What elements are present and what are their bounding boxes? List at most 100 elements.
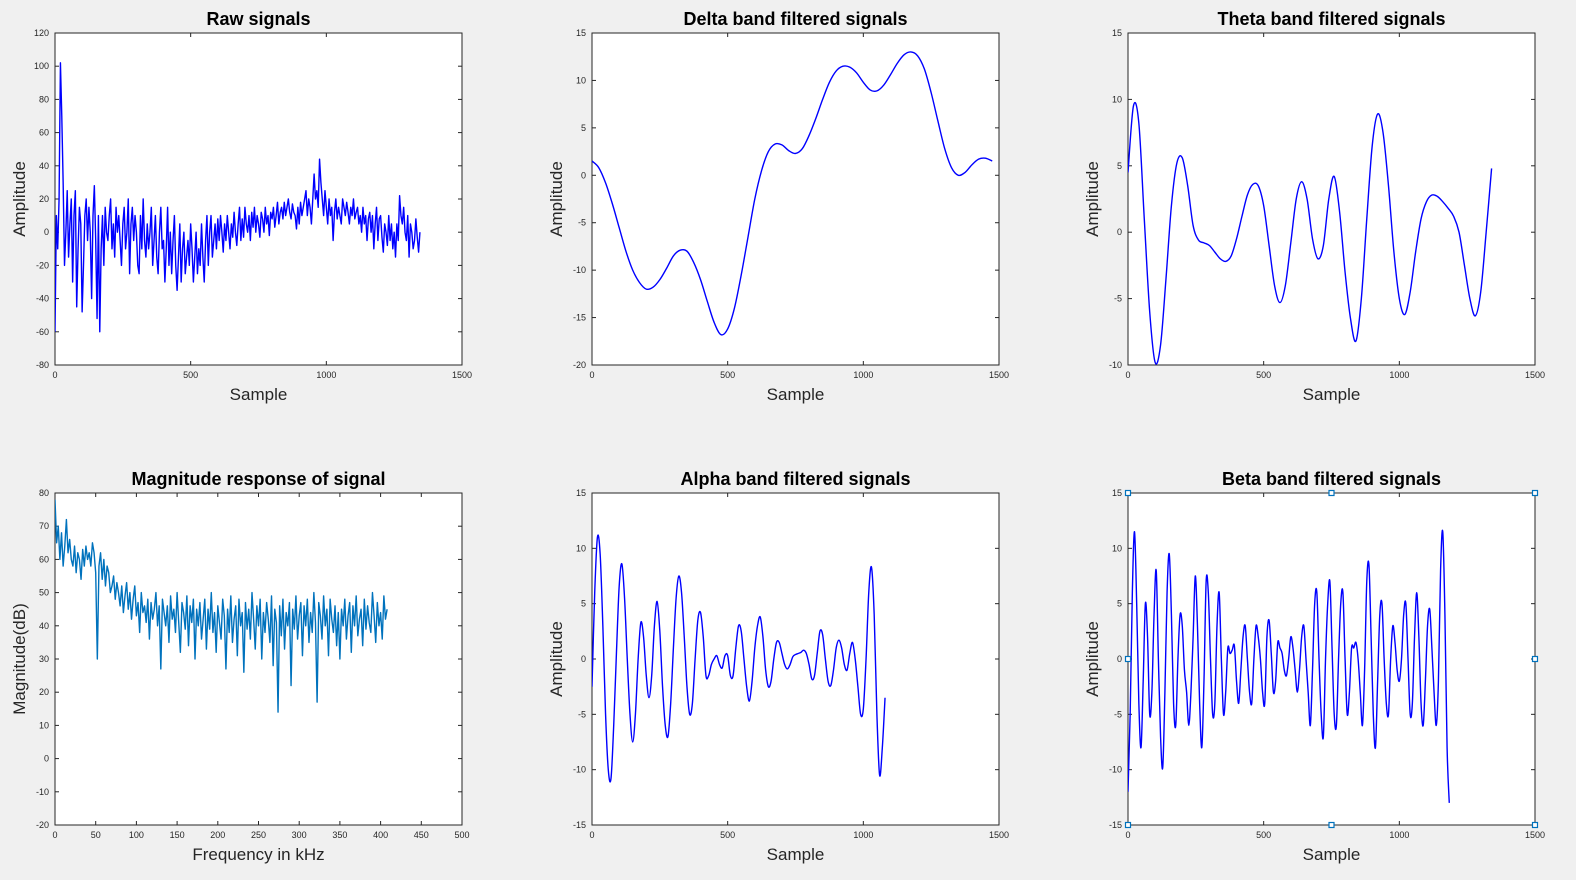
y-tick-label: -20 (36, 820, 49, 830)
chart-title: Alpha band filtered signals (680, 469, 910, 489)
x-tick-label: 1500 (452, 370, 472, 380)
y-tick-label: -5 (578, 218, 586, 228)
plot-area (1127, 492, 1536, 826)
selection-handle[interactable] (1328, 489, 1335, 497)
y-tick-label: 5 (1117, 599, 1122, 609)
selection-handle[interactable] (1531, 489, 1539, 497)
x-tick-label: 0 (589, 370, 594, 380)
selection-handle[interactable] (1531, 655, 1539, 663)
plot-area (591, 32, 1000, 366)
selection-handle[interactable] (1124, 489, 1132, 497)
x-tick-label: 1500 (1525, 370, 1545, 380)
y-tick-label: -80 (36, 360, 49, 370)
y-tick-label: 15 (576, 488, 586, 498)
x-tick-label: 1500 (1525, 830, 1545, 840)
y-tick-label: 120 (34, 28, 49, 38)
y-tick-label: -20 (36, 260, 49, 270)
plot-area (1127, 32, 1536, 366)
y-tick-label: -5 (1114, 294, 1122, 304)
y-tick-label: 0 (1117, 227, 1122, 237)
y-tick-label: 30 (39, 654, 49, 664)
x-tick-label: 1000 (1389, 370, 1409, 380)
x-tick-label: 0 (52, 830, 57, 840)
axes-alpha: 0 500 1000 1500 -15 -10 -5 0 5 10 15 Alpha band fil… (547, 469, 1009, 864)
selection-handle[interactable] (1124, 655, 1132, 663)
x-tick-label: 1000 (853, 830, 873, 840)
axes-delta: 0 500 1000 1500 -20 -15 -10 -5 0 5 10 15 Delta band … (547, 9, 1009, 404)
series-line (1128, 101, 1493, 365)
y-tick-label: 10 (39, 720, 49, 730)
x-tick-label: 100 (129, 830, 144, 840)
x-tick-label: 150 (170, 830, 185, 840)
y-tick-label: -10 (1109, 765, 1122, 775)
x-tick-label: 50 (91, 830, 101, 840)
chart-title: Delta band filtered signals (683, 9, 907, 29)
y-tick-label: 20 (39, 194, 49, 204)
y-tick-label: 40 (39, 621, 49, 631)
y-tick-label: 5 (581, 599, 586, 609)
plot-area (54, 32, 463, 366)
y-tick-label: 10 (576, 543, 586, 553)
y-tick-label: 0 (44, 754, 49, 764)
series-line (592, 51, 993, 336)
chart-title: Theta band filtered signals (1217, 9, 1445, 29)
x-axis-label: Sample (767, 845, 825, 864)
y-axis-label: Amplitude (547, 621, 566, 697)
series-line (55, 62, 421, 333)
x-axis-label: Sample (1303, 385, 1361, 404)
y-tick-label: 0 (44, 227, 49, 237)
y-tick-label: -10 (1109, 360, 1122, 370)
y-axis-label: Amplitude (1083, 621, 1102, 697)
series-line (55, 499, 388, 713)
y-tick-label: -15 (1109, 820, 1122, 830)
y-tick-label: -60 (36, 327, 49, 337)
x-tick-label: 1500 (989, 370, 1009, 380)
y-axis-label: Magnitude(dB) (10, 603, 29, 715)
y-tick-label: -15 (573, 313, 586, 323)
x-tick-label: 0 (589, 830, 594, 840)
y-tick-label: 5 (581, 123, 586, 133)
y-tick-label: -20 (573, 360, 586, 370)
selection-handle[interactable] (1124, 821, 1132, 829)
x-tick-label: 200 (210, 830, 225, 840)
axes-magnitude: 0 50 100 150 200 250 300 350 400 450 500 -20 -10 0 10 2… (10, 469, 470, 864)
y-tick-label: 10 (1112, 543, 1122, 553)
chart-title: Magnitude response of signal (131, 469, 385, 489)
x-tick-label: 500 (454, 830, 469, 840)
y-tick-label: 50 (39, 588, 49, 598)
series-line (1128, 529, 1450, 803)
x-tick-label: 500 (1256, 830, 1271, 840)
y-tick-label: 100 (34, 61, 49, 71)
axes-raw: 0 500 1000 1500 -80 -60 -40 -20 0 20 40 60 80 100 120 R… (10, 9, 472, 404)
plot-area (591, 492, 1000, 826)
y-tick-label: 40 (39, 161, 49, 171)
chart-title: Raw signals (206, 9, 310, 29)
x-axis-label: Sample (1303, 845, 1361, 864)
axes-beta: 0 500 1000 1500 -15 -10 -5 0 5 10 15 Beta band filt… (1083, 469, 1545, 864)
y-tick-label: 60 (39, 128, 49, 138)
y-tick-label: -15 (573, 820, 586, 830)
x-tick-label: 250 (251, 830, 266, 840)
y-tick-label: -40 (36, 294, 49, 304)
y-tick-label: -5 (578, 709, 586, 719)
selection-handle[interactable] (1328, 821, 1335, 829)
y-axis-label: Amplitude (547, 161, 566, 237)
y-tick-label: 60 (39, 554, 49, 564)
selection-handle[interactable] (1531, 821, 1539, 829)
x-tick-label: 500 (720, 830, 735, 840)
x-tick-label: 500 (183, 370, 198, 380)
x-tick-label: 1000 (1389, 830, 1409, 840)
y-axis-label: Amplitude (10, 161, 29, 237)
y-tick-label: 80 (39, 488, 49, 498)
x-tick-label: 500 (1256, 370, 1271, 380)
x-axis-label: Sample (230, 385, 288, 404)
x-tick-label: 350 (332, 830, 347, 840)
y-tick-label: 15 (1112, 28, 1122, 38)
y-tick-label: -10 (36, 787, 49, 797)
x-tick-label: 0 (52, 370, 57, 380)
series-line (592, 534, 886, 783)
y-tick-label: 10 (576, 75, 586, 85)
y-axis-label: Amplitude (1083, 161, 1102, 237)
x-tick-label: 400 (373, 830, 388, 840)
